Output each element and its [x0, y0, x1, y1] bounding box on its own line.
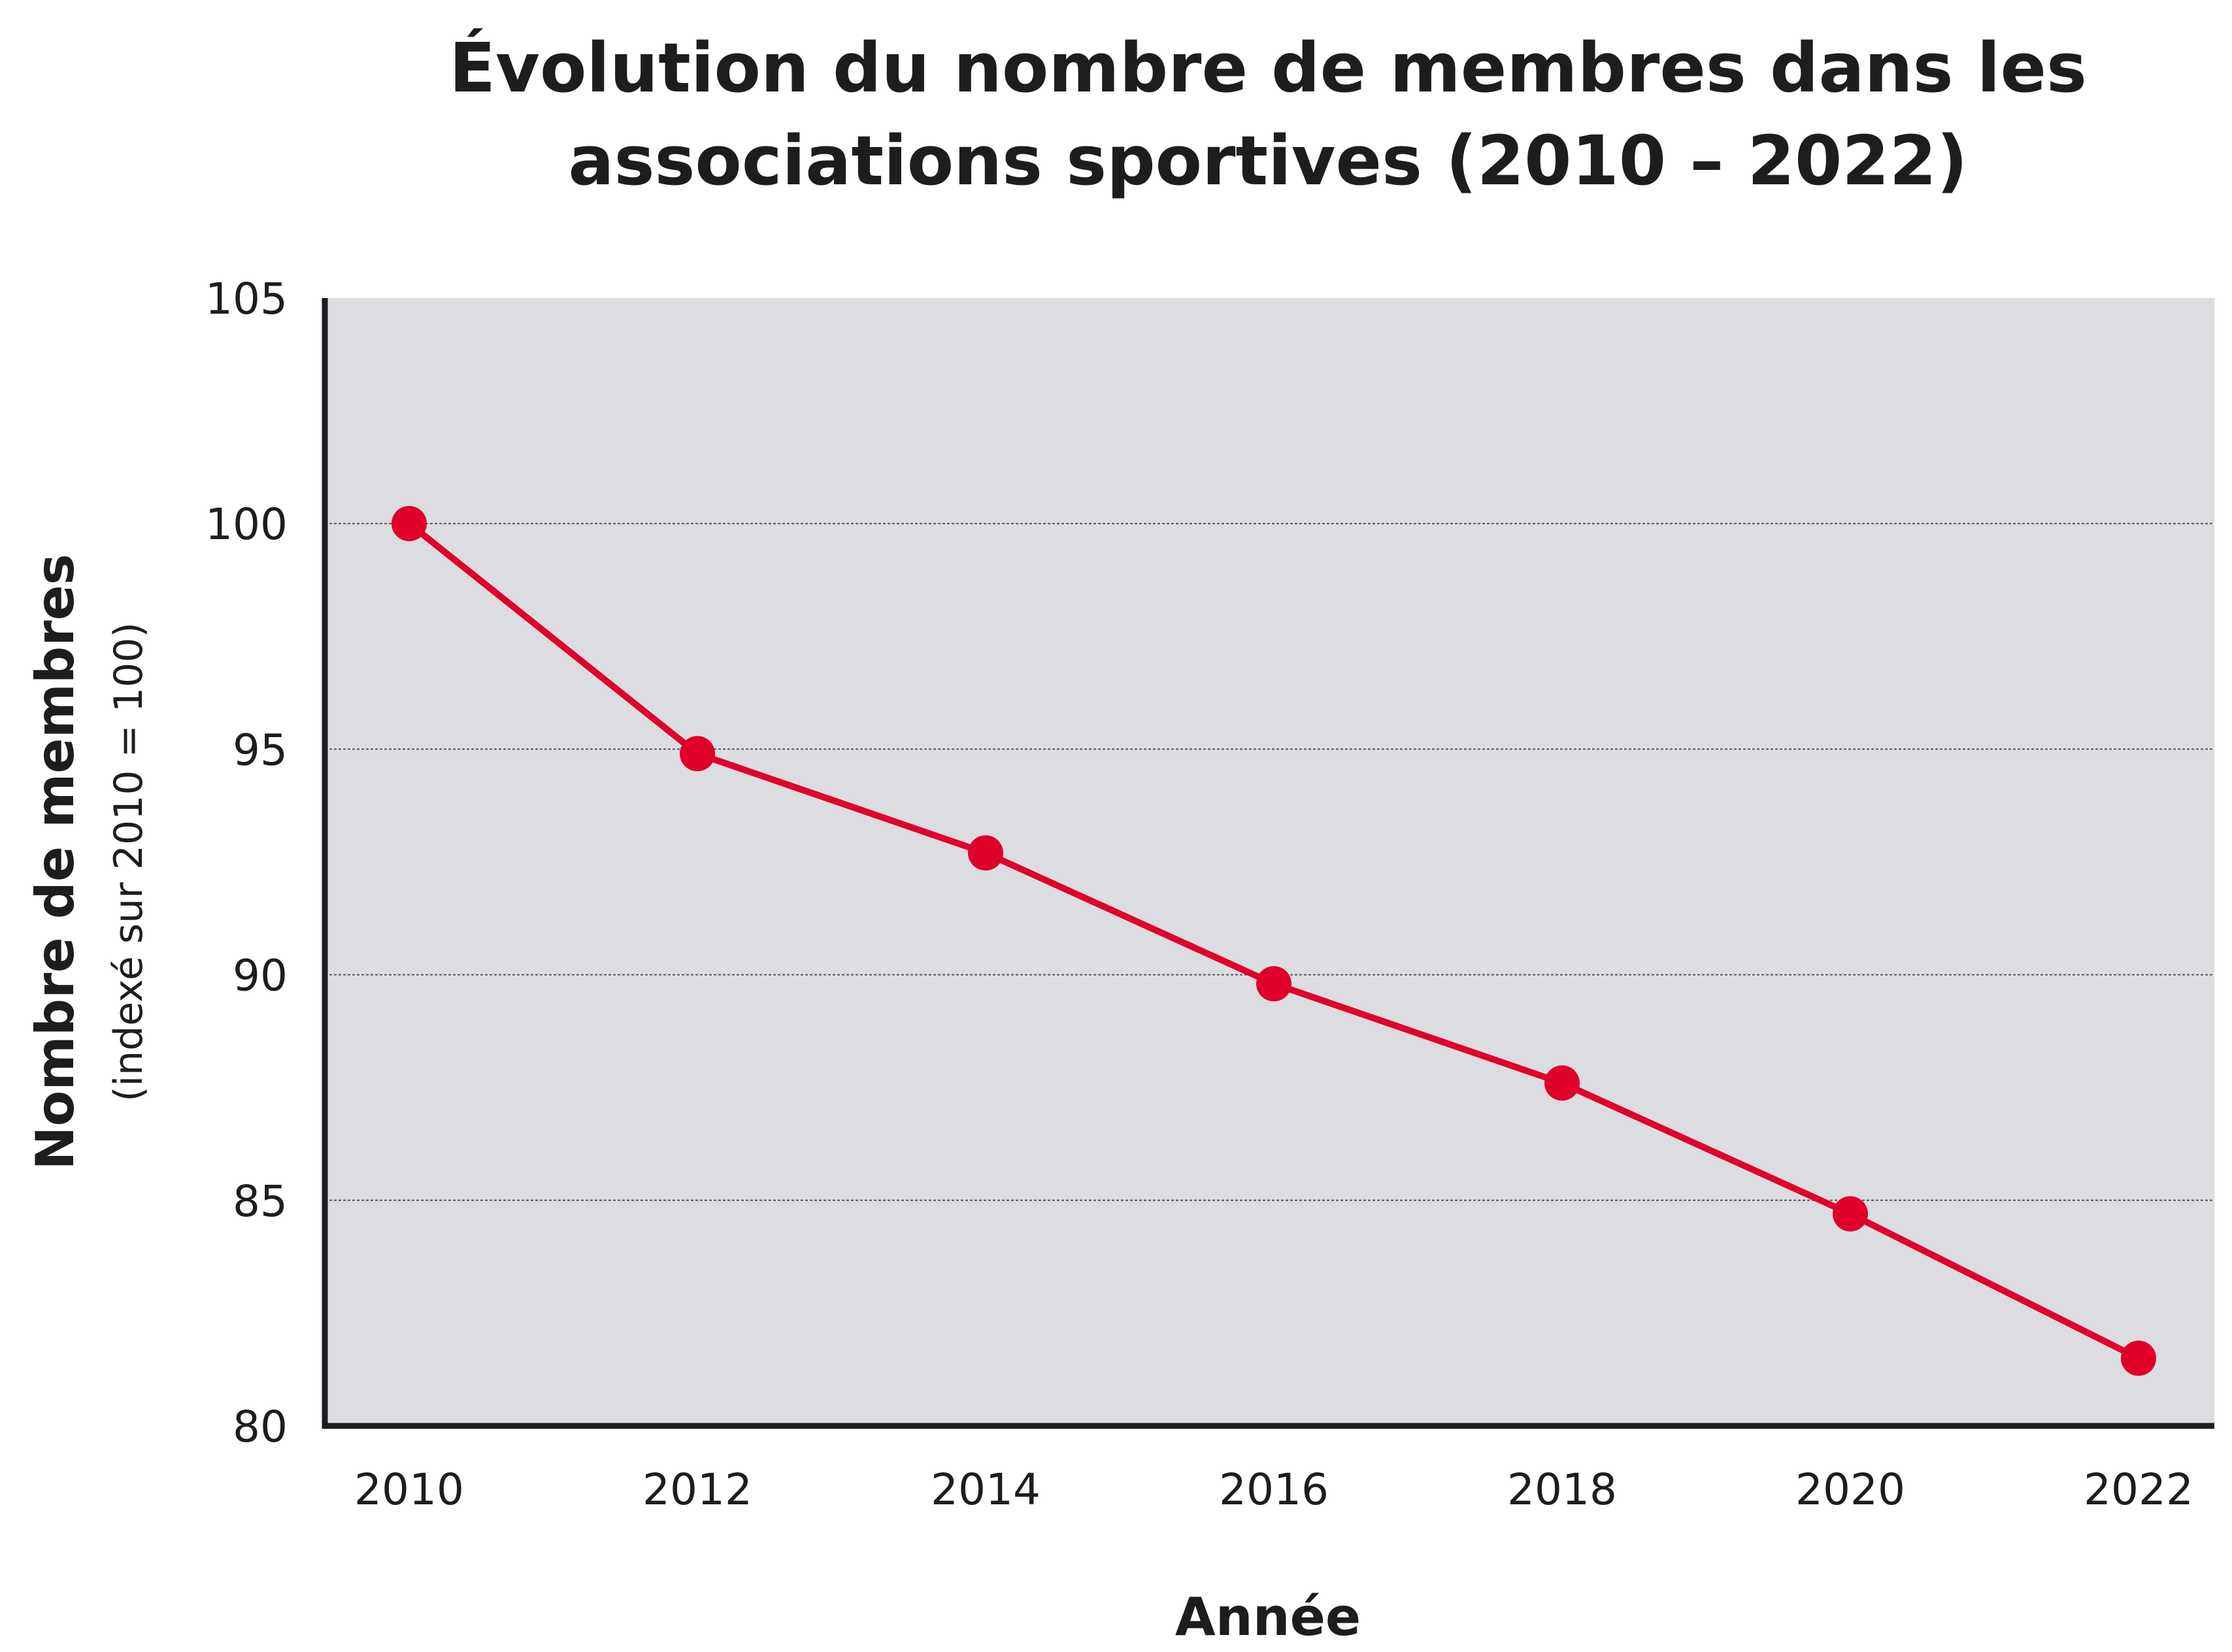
data-point-2010 [391, 506, 427, 542]
y-tick-label-95: 95 [233, 725, 288, 775]
x-tick-labels: 2010 2012 2014 2016 2018 2020 2022 [354, 1464, 2193, 1515]
x-axis-title: Année [1175, 1587, 1361, 1647]
axes [322, 298, 2214, 1429]
y-tick-label-100: 100 [205, 499, 288, 550]
chart-title-line-2: associations sportives (2010 – 2022) [568, 121, 1967, 201]
y-tick-label-105: 105 [205, 274, 288, 324]
y-tick-labels: 105 100 95 90 85 80 [205, 274, 288, 1452]
data-point-2012 [680, 736, 715, 772]
chart-title-line-1: Évolution du nombre de membres dans les [449, 28, 2087, 108]
y-tick-label-80: 80 [233, 1402, 288, 1452]
x-tick-label-2010: 2010 [354, 1464, 464, 1515]
x-tick-label-2022: 2022 [2084, 1464, 2193, 1515]
data-point-2014 [968, 835, 1003, 871]
y-tick-label-90: 90 [233, 951, 288, 1001]
x-tick-label-2018: 2018 [1507, 1464, 1617, 1515]
data-point-2020 [1833, 1196, 1868, 1232]
data-point-2022 [2121, 1340, 2156, 1376]
x-tick-label-2014: 2014 [931, 1464, 1041, 1515]
data-point-2018 [1544, 1065, 1580, 1101]
x-tick-label-2020: 2020 [1795, 1464, 1905, 1515]
data-point-2016 [1256, 966, 1291, 1002]
series-layer [391, 506, 2156, 1376]
y-axis-title: Nombre de membres [25, 553, 86, 1170]
y-axis-subtitle: (indexé sur 2010 = 100) [106, 622, 152, 1102]
x-tick-label-2016: 2016 [1219, 1464, 1329, 1515]
x-tick-label-2012: 2012 [642, 1464, 752, 1515]
y-tick-label-85: 85 [233, 1176, 288, 1227]
